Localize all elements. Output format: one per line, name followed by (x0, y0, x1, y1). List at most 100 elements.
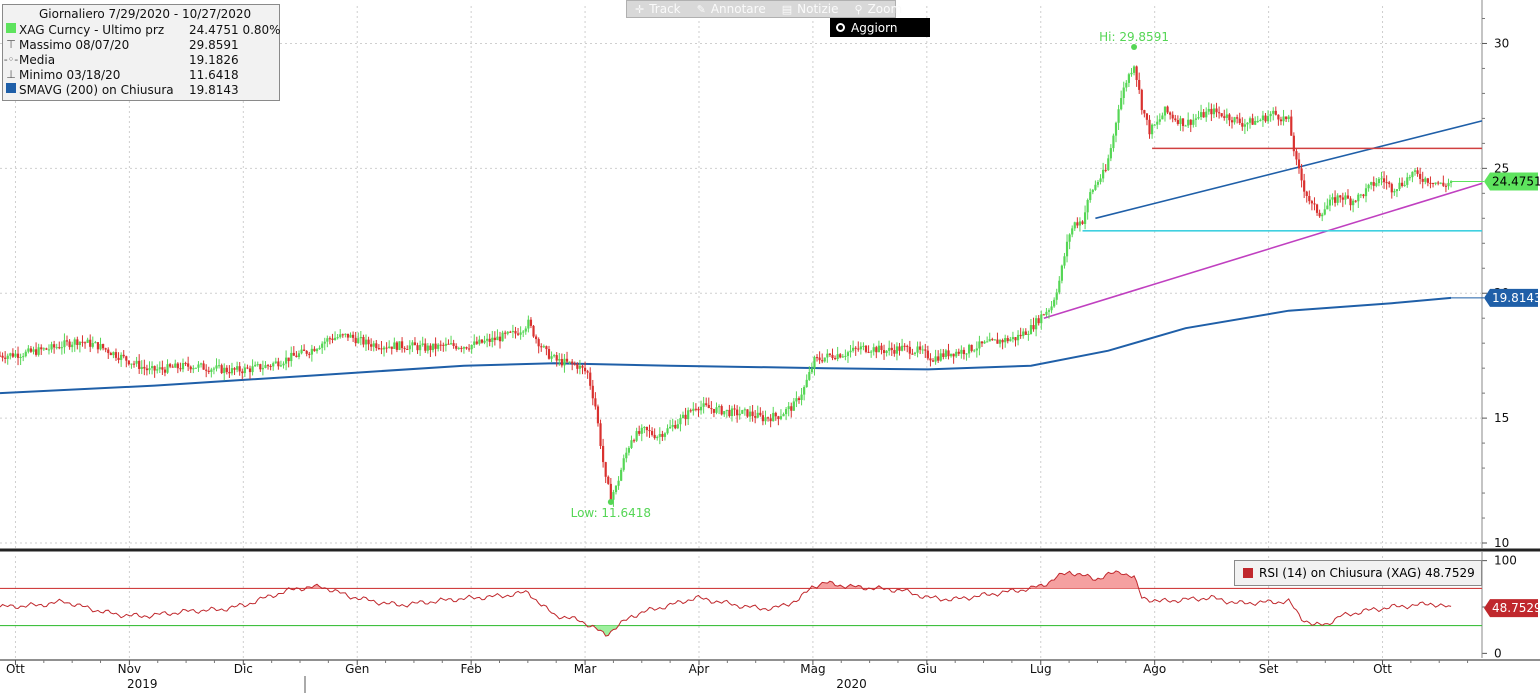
candle-body (1403, 184, 1406, 186)
candle-body (321, 343, 324, 348)
candle-body (736, 409, 739, 416)
candle-body (447, 343, 450, 345)
candle-body (14, 353, 17, 357)
candle-body (836, 354, 839, 360)
candle-body (187, 363, 190, 367)
candle-body (1047, 310, 1051, 312)
candle-body (547, 349, 551, 359)
candle-body (754, 416, 757, 418)
candle-body (176, 363, 179, 369)
candle-body (1050, 306, 1053, 311)
candle-body (864, 345, 868, 352)
candle-body (91, 343, 94, 347)
candle-body (900, 345, 904, 351)
candle-body (83, 342, 87, 344)
candle-body (604, 462, 607, 477)
candle-body (519, 332, 522, 335)
candle-body (228, 371, 231, 374)
candle-body (1339, 195, 1342, 198)
candle-body (437, 344, 440, 349)
candle-body (560, 358, 563, 366)
candle-body (689, 410, 692, 412)
candle-body (766, 417, 770, 419)
candle-body (1035, 318, 1038, 330)
candle-body (571, 361, 574, 364)
track-button[interactable]: ✛ Track (635, 2, 681, 16)
candle-body (16, 353, 20, 358)
candle-body (388, 346, 391, 348)
candle-body (233, 368, 236, 370)
candle-body (1308, 195, 1311, 202)
candle-body (1442, 182, 1445, 186)
candle-body (939, 353, 942, 361)
candle-body (681, 414, 685, 419)
candle-body (1215, 108, 1218, 113)
annotate-button[interactable]: ✎ Annotare (696, 2, 766, 16)
candle-body (125, 356, 128, 361)
candle-body (290, 352, 293, 362)
candle-body (929, 358, 932, 361)
candle-body (545, 346, 548, 350)
news-button[interactable]: ▤ Notizie (781, 2, 839, 16)
candle-body (1370, 182, 1373, 185)
candle-body (1053, 299, 1056, 307)
candle-body (699, 406, 703, 411)
candle-body (143, 366, 146, 369)
candle-body (310, 348, 313, 355)
candle-body (607, 476, 610, 484)
candle-body (303, 349, 306, 351)
candle-body (475, 341, 478, 344)
candle-body (76, 339, 79, 346)
month-label: Mag (800, 662, 825, 676)
candle-body (815, 357, 819, 359)
candle-body (828, 353, 832, 355)
candle-body (68, 341, 71, 348)
price-tick-label: 25 (1494, 161, 1509, 175)
candle-body (1364, 188, 1368, 197)
candle-body (741, 410, 744, 414)
candle-body (174, 363, 177, 368)
candle-body (1303, 180, 1306, 192)
candle-body (277, 361, 280, 367)
candle-body (339, 334, 342, 338)
candle-body (1140, 89, 1143, 111)
candle-body (1413, 170, 1417, 172)
candle-body (1287, 116, 1290, 120)
candle-body (1408, 177, 1411, 179)
candle-body (11, 353, 14, 357)
candle-body (1321, 214, 1324, 217)
candle-body (421, 343, 424, 345)
candle-body (599, 423, 602, 446)
candle-body (1014, 337, 1017, 341)
candle-body (269, 365, 272, 367)
candle-body (243, 367, 246, 374)
candle-body (921, 349, 924, 351)
candle-body (926, 350, 929, 359)
candle-body (1254, 120, 1257, 125)
refresh-button[interactable]: Aggiorn (830, 18, 930, 37)
candle-body (1333, 197, 1337, 203)
month-label: Apr (689, 662, 710, 676)
candle-body (854, 347, 857, 349)
candle-body (723, 411, 726, 415)
candle-body (241, 371, 244, 374)
candle-body (354, 337, 357, 344)
candle-body (1259, 120, 1262, 122)
candle-body (1223, 116, 1226, 118)
candle-body (101, 344, 105, 349)
candle-body (888, 347, 891, 351)
zoom-button[interactable]: ⚲ Zoom (854, 2, 903, 16)
candle-body (738, 413, 741, 416)
candle-body (862, 345, 865, 347)
candle-body (1375, 183, 1378, 186)
candle-body (220, 365, 223, 374)
candle-body (609, 483, 612, 500)
candle-body (372, 343, 375, 347)
candle-body (1037, 318, 1040, 324)
candle-body (390, 346, 393, 349)
candle-body (1426, 178, 1429, 183)
candle-body (852, 347, 855, 351)
candle-body (60, 347, 63, 349)
month-label: Ott (1373, 662, 1392, 676)
candle-body (336, 337, 339, 339)
